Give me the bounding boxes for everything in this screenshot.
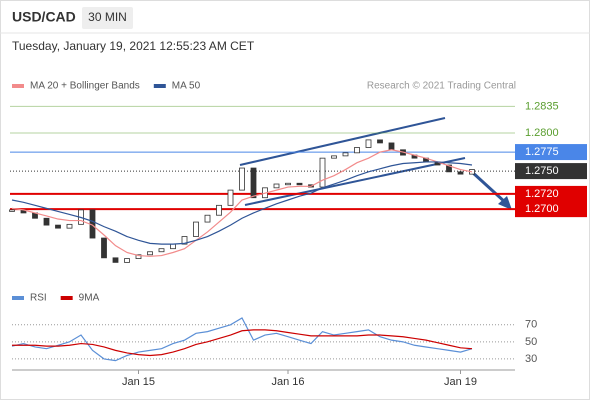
level-box — [515, 201, 587, 218]
candle — [124, 258, 130, 263]
series-line — [11, 161, 473, 245]
y-tick-label: 50 — [525, 336, 537, 348]
candle — [147, 251, 153, 256]
timeframe: 30 MIN — [88, 10, 127, 24]
candle — [181, 236, 188, 245]
level-box — [515, 144, 587, 161]
candle — [388, 142, 395, 151]
candle — [43, 217, 50, 226]
candle — [342, 152, 349, 157]
candle — [227, 189, 234, 206]
candle — [273, 183, 280, 189]
x-tick-label: Jan 15 — [122, 376, 155, 388]
level-label: 1.2775 — [525, 146, 559, 158]
y-tick-label: 70 — [525, 319, 537, 331]
legend-swatch — [60, 296, 73, 300]
x-tick-label: Jan 16 — [271, 376, 304, 388]
arrow-head — [498, 196, 512, 210]
forecast-arrow — [470, 170, 508, 205]
candle — [158, 248, 165, 253]
level-label: 1.2700 — [525, 203, 559, 215]
series-line — [12, 329, 473, 357]
candle — [354, 147, 360, 154]
level-box — [515, 163, 587, 180]
candle — [250, 167, 257, 199]
legend-label: MA 50 — [172, 81, 201, 92]
legend-label: RSI — [30, 293, 47, 304]
channel-upper — [239, 117, 446, 166]
timestamp: Tuesday, January 19, 2021 12:55:23 AM CE… — [12, 39, 255, 53]
symbol: USD/CAD — [12, 9, 76, 25]
source: Research © 2021 Trading Central — [367, 81, 516, 92]
candle — [446, 164, 452, 173]
series-line — [11, 317, 473, 362]
candle — [135, 254, 142, 259]
y-tick-label: 30 — [525, 353, 537, 365]
level-label: 1.2750 — [525, 165, 559, 177]
channel-lower — [244, 157, 466, 206]
series-line — [11, 149, 473, 257]
level-label: 1.2835 — [525, 100, 559, 112]
candle — [296, 182, 303, 186]
candle — [365, 139, 372, 148]
x-tick-label: Jan 19 — [444, 376, 477, 388]
candle — [101, 237, 107, 259]
candle — [66, 223, 73, 229]
candle — [9, 209, 15, 212]
candle — [239, 167, 245, 191]
timeframe-box — [82, 7, 133, 29]
candle — [216, 204, 222, 216]
candle — [319, 157, 326, 188]
candle — [170, 243, 176, 250]
candle — [457, 171, 464, 175]
candle — [285, 182, 291, 186]
level-label: 1.2800 — [525, 127, 559, 139]
legend-label: 9MA — [79, 293, 100, 304]
candle — [55, 224, 61, 229]
candle — [204, 214, 211, 223]
candle — [331, 155, 337, 159]
candle — [193, 221, 199, 237]
legend-label: MA 20 + Bollinger Bands — [30, 81, 140, 92]
candle — [377, 139, 383, 144]
legend-swatch — [12, 84, 24, 88]
level-label: 1.2720 — [525, 188, 559, 200]
level-box — [515, 185, 587, 202]
legend-swatch — [153, 84, 166, 88]
candle — [112, 257, 119, 263]
legend-swatch — [12, 296, 24, 300]
